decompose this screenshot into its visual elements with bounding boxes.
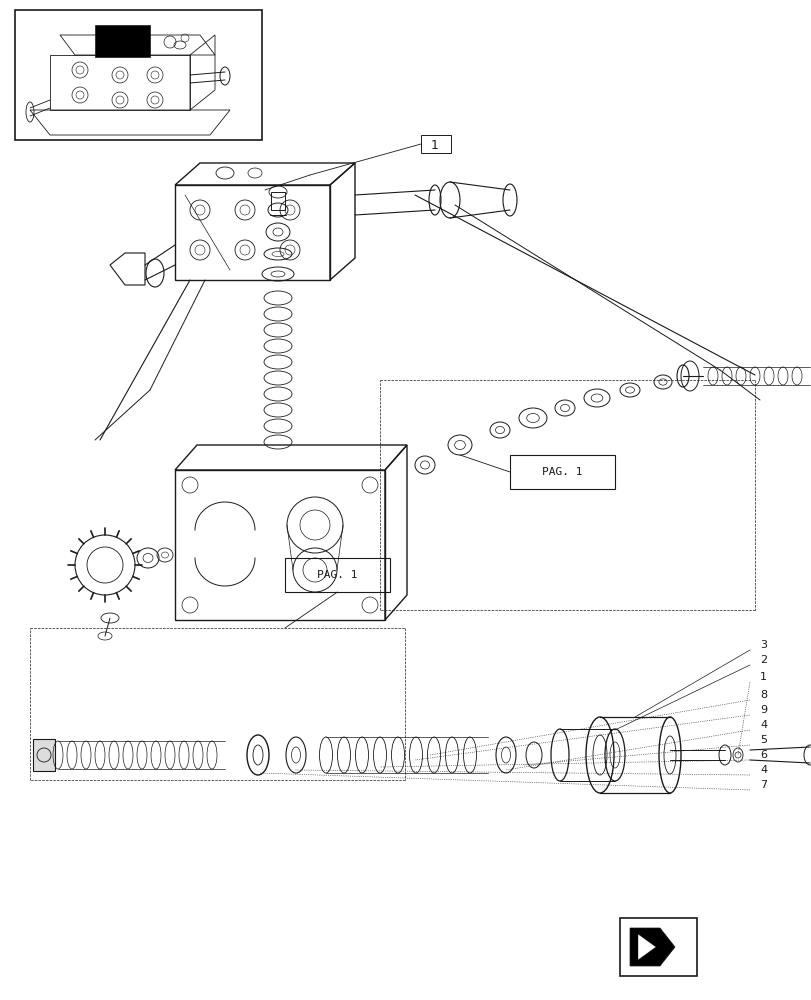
- Bar: [620, 918, 696, 976]
- Bar: [175, 470, 384, 620]
- Bar: [15, 10, 262, 140]
- Bar: [33, 739, 55, 771]
- Text: 2: 2: [759, 655, 766, 665]
- Text: 6: 6: [759, 750, 766, 760]
- Text: 8: 8: [759, 690, 766, 700]
- Text: PAG. 1: PAG. 1: [317, 570, 358, 580]
- Text: 4: 4: [759, 720, 766, 730]
- Text: 9: 9: [759, 705, 766, 715]
- Polygon shape: [637, 934, 655, 960]
- Bar: [509, 455, 614, 489]
- Text: 3: 3: [759, 640, 766, 650]
- Text: 7: 7: [759, 780, 766, 790]
- Text: PAG. 1: PAG. 1: [542, 467, 582, 477]
- Polygon shape: [95, 25, 150, 57]
- Bar: [271, 192, 285, 210]
- Bar: [420, 135, 450, 153]
- Text: 1: 1: [759, 672, 766, 682]
- Text: 5: 5: [759, 735, 766, 745]
- Bar: [285, 558, 389, 592]
- Bar: [175, 185, 329, 280]
- Polygon shape: [629, 928, 674, 966]
- Text: 4: 4: [759, 765, 766, 775]
- Text: 1: 1: [431, 139, 439, 152]
